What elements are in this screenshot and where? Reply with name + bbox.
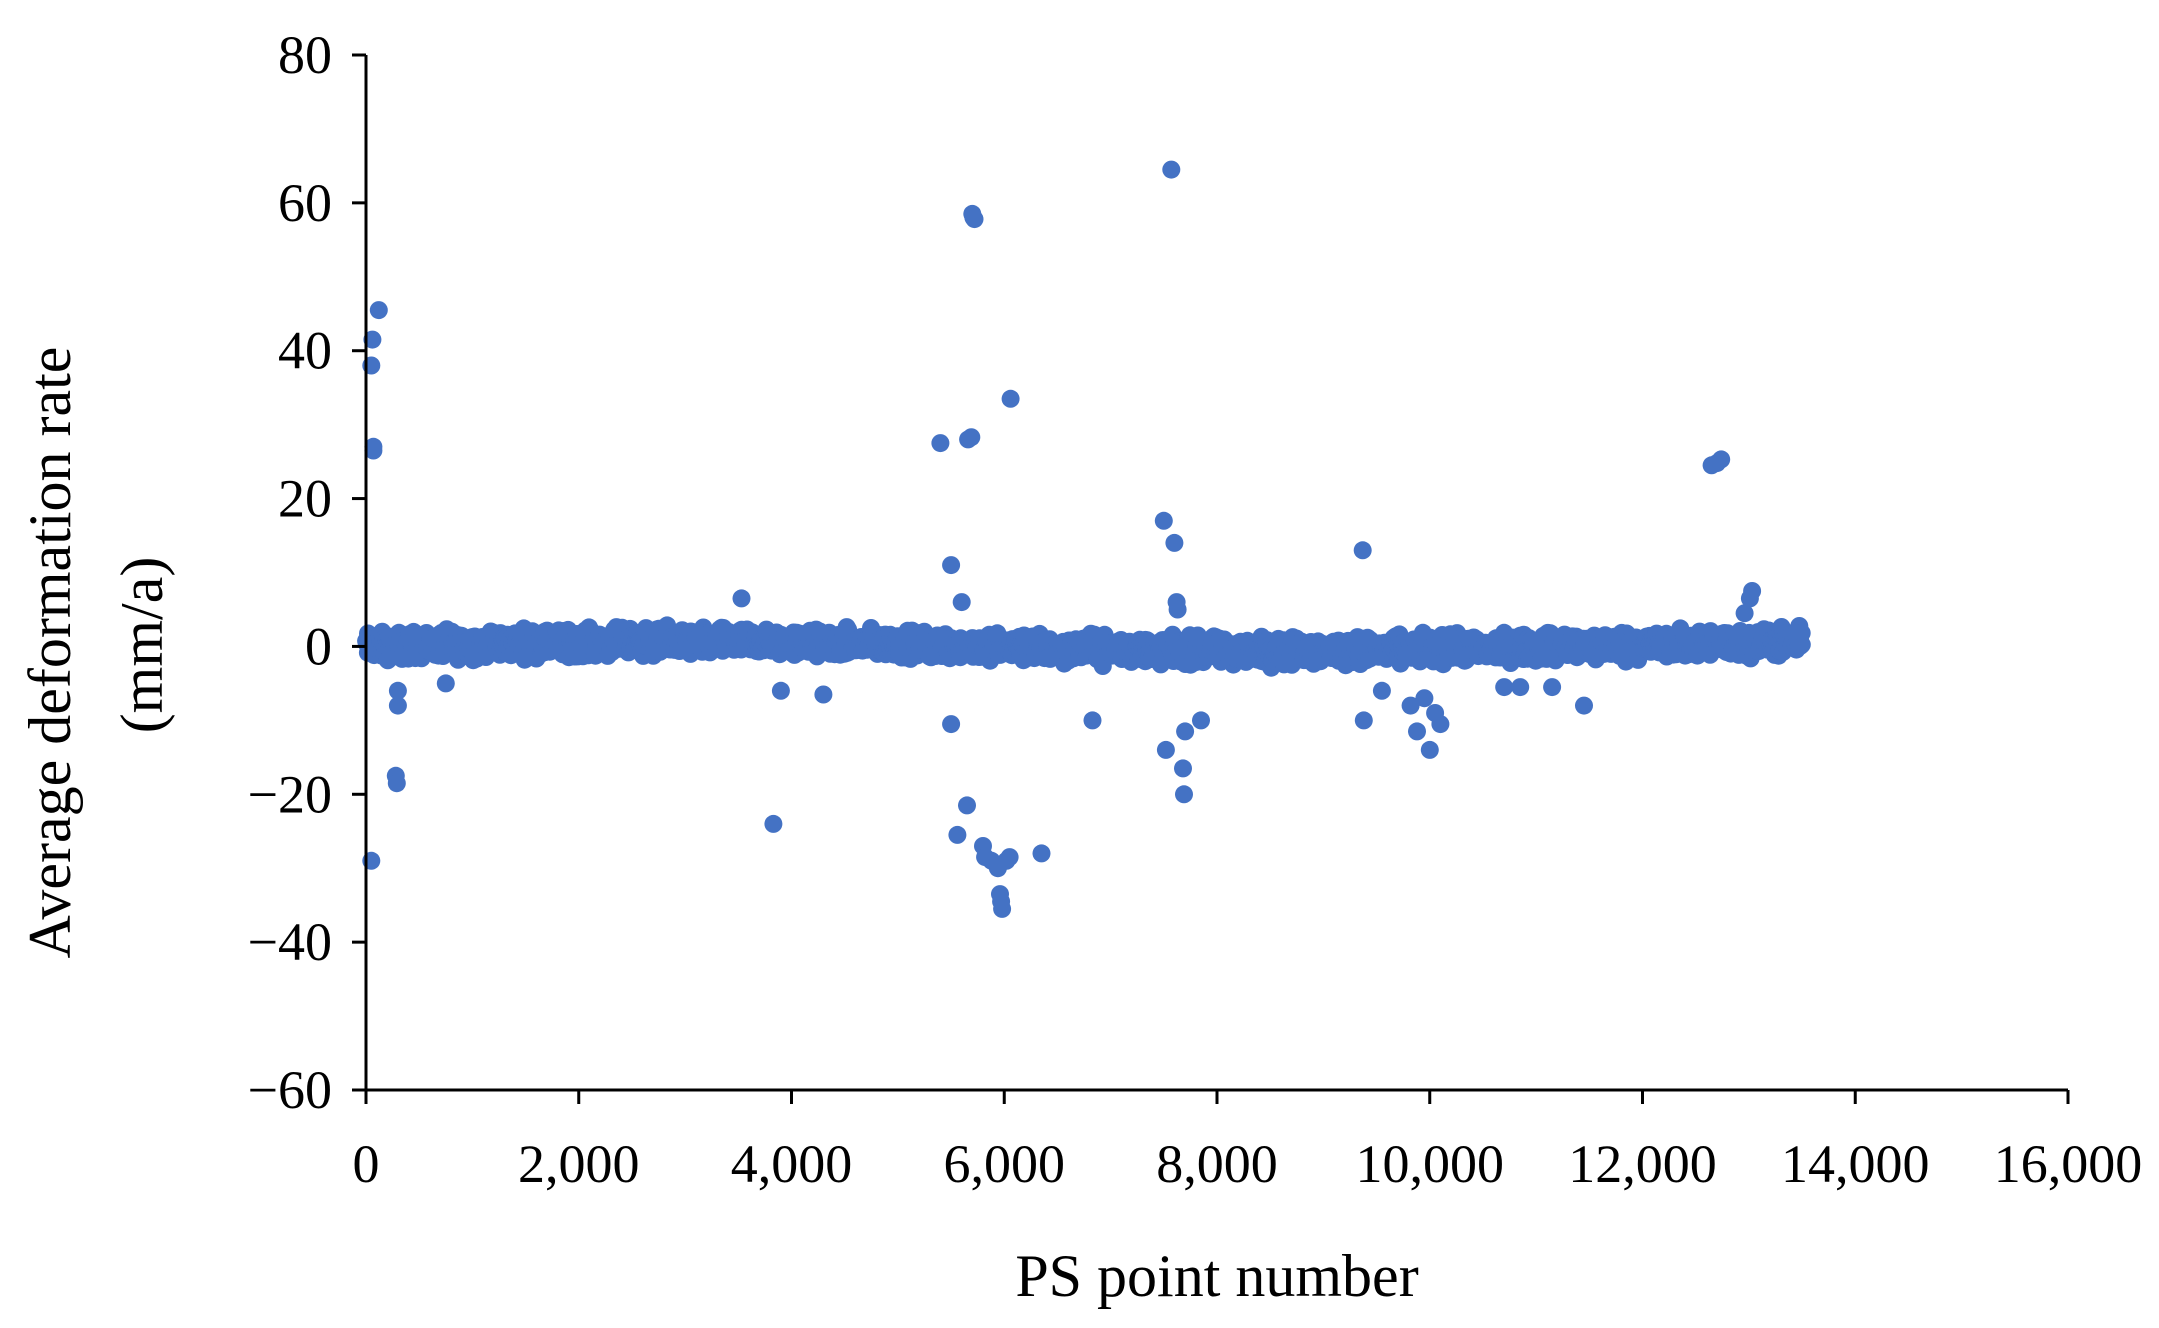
x-tick-label: 12,000 — [1568, 1134, 1717, 1194]
y-tick-label: 40 — [278, 321, 332, 381]
outlier-point — [952, 593, 971, 612]
outlier-point — [1174, 759, 1192, 778]
x-tick-label: 8,000 — [1156, 1134, 1278, 1194]
y-tick-label: −60 — [248, 1060, 332, 1120]
outlier-point — [1083, 711, 1102, 730]
outlier-point — [993, 899, 1012, 918]
band-point — [1792, 624, 1811, 642]
y-tick-label: −40 — [248, 912, 332, 972]
outlier-point — [1372, 681, 1391, 700]
outlier-points — [362, 160, 1762, 918]
x-tick-label: 14,000 — [1781, 1134, 1930, 1194]
y-axis-title-line-2: (mm/a) — [109, 557, 175, 734]
outlier-point — [1001, 389, 1020, 408]
outlier-point — [764, 814, 783, 833]
outlier-point — [1543, 678, 1562, 697]
outlier-point — [1712, 450, 1731, 469]
outlier-point — [387, 774, 406, 793]
outlier-point — [388, 696, 407, 715]
x-tick-label: 10,000 — [1356, 1134, 1505, 1194]
outlier-point — [388, 681, 407, 700]
y-tick-label: 0 — [305, 616, 332, 676]
outlier-point — [1192, 711, 1210, 730]
outlier-point — [1175, 785, 1193, 804]
y-axis-title: Average deformation rate (mm/a) — [17, 332, 175, 959]
y-tick-label: 20 — [278, 469, 332, 529]
outlier-point — [1431, 715, 1450, 734]
outlier-point — [436, 674, 455, 693]
y-axis-title-line-1: Average deformation rate — [17, 347, 83, 959]
outlier-point — [1401, 696, 1420, 715]
outlier-point — [1575, 696, 1593, 715]
x-tick-label: 2,000 — [518, 1134, 640, 1194]
x-tick-label: 6,000 — [944, 1134, 1066, 1194]
dense-band-points — [357, 616, 1811, 677]
x-axis-ticks: 0 2,000 4,000 6,000 8,000 10,000 12,000 14,000 1… — [353, 1090, 2143, 1194]
y-tick-label: 60 — [278, 173, 332, 233]
outlier-point — [369, 301, 388, 320]
outlier-point — [1154, 511, 1173, 530]
outlier-point — [363, 330, 382, 349]
outlier-point — [948, 825, 967, 844]
outlier-point — [942, 556, 961, 575]
outlier-point — [931, 434, 950, 453]
outlier-point — [1156, 740, 1175, 759]
y-axis-ticks: −60 −40 −20 0 20 40 60 80 — [248, 25, 366, 1120]
outlier-point — [364, 441, 383, 460]
outlier-point — [771, 681, 790, 700]
outlier-point — [1495, 678, 1514, 697]
y-tick-label: −20 — [248, 764, 332, 824]
y-tick-label: 80 — [278, 25, 332, 85]
outlier-point — [1408, 722, 1426, 741]
axes — [364, 55, 2068, 1092]
outlier-point — [1162, 160, 1181, 179]
outlier-point — [1511, 678, 1530, 697]
outlier-point — [1743, 582, 1762, 600]
outlier-point — [1168, 600, 1187, 619]
outlier-point — [1735, 604, 1754, 623]
outlier-point — [1165, 533, 1184, 552]
x-tick-label: 0 — [353, 1134, 380, 1194]
outlier-point — [1415, 689, 1434, 708]
x-tick-label: 16,000 — [1994, 1134, 2143, 1194]
x-tick-label: 4,000 — [731, 1134, 853, 1194]
x-axis-title: PS point number — [1015, 1243, 1418, 1309]
outlier-point — [1032, 844, 1051, 863]
outlier-point — [942, 715, 961, 734]
outlier-point — [965, 210, 984, 229]
outlier-point — [732, 589, 751, 608]
outlier-point — [1353, 541, 1372, 560]
outlier-point — [1000, 848, 1019, 867]
outlier-point — [1354, 711, 1373, 730]
outlier-point — [814, 685, 833, 704]
outlier-point — [962, 428, 981, 447]
outlier-point — [1420, 740, 1439, 759]
outlier-point — [1176, 722, 1195, 741]
outlier-point — [958, 796, 976, 815]
